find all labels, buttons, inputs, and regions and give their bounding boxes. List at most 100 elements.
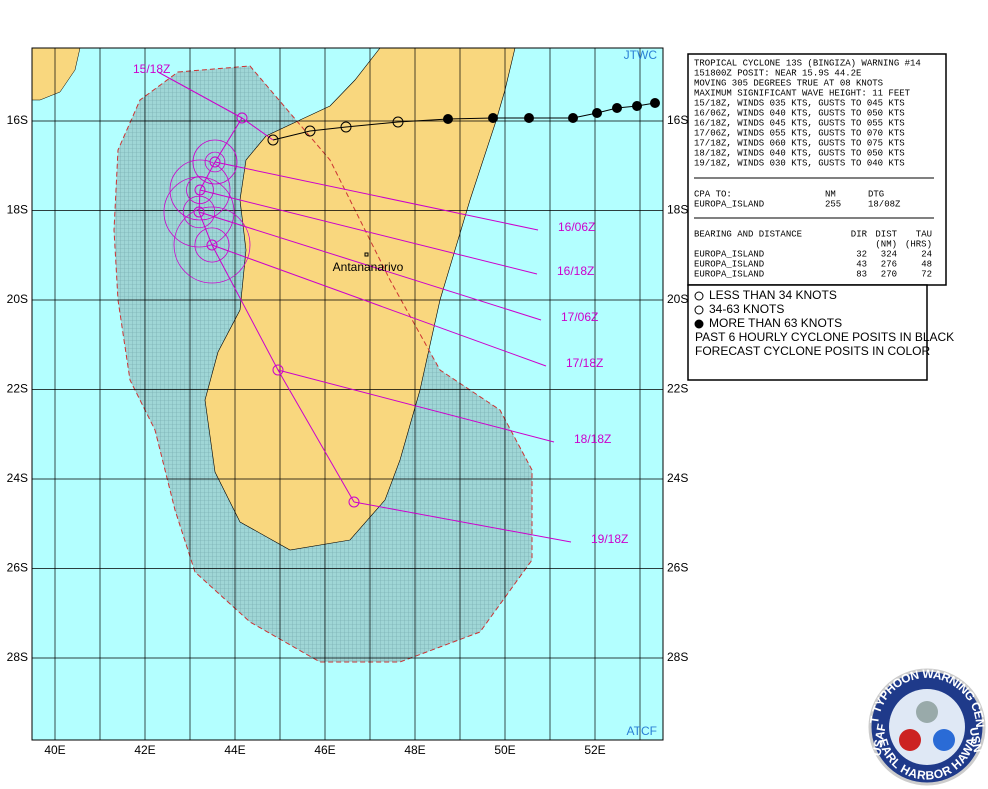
- lat-label: 24S: [667, 471, 688, 485]
- bearing-cell: EUROPA_ISLAND: [694, 269, 764, 279]
- lon-label: 52E: [584, 743, 605, 757]
- seal-emblem: [933, 729, 955, 751]
- forecast-track: [198, 117, 355, 503]
- legend-symbol: [694, 319, 704, 329]
- lat-label: 26S: [7, 561, 28, 575]
- forecast-posit: [272, 364, 284, 376]
- past-posit: [340, 121, 352, 133]
- bearing-cell: 48: [921, 259, 932, 269]
- agency-label: JTWC: [624, 48, 658, 62]
- warning-line: 15/18Z, WINDS 035 KTS, GUSTS TO 045 KTS: [694, 98, 905, 108]
- wind-radius: [194, 227, 230, 263]
- city-label: Antananarivo: [333, 260, 404, 274]
- warning-line: TROPICAL CYCLONE 13S (BINGIZA) WARNING #…: [694, 58, 921, 68]
- map-frame: [31, 47, 664, 741]
- forecast-posit: [206, 239, 218, 251]
- bearing-cell: 270: [881, 269, 897, 279]
- bearing-header: DIST: [875, 229, 897, 239]
- warning-line: 16/18Z, WINDS 045 KTS, GUSTS TO 055 KTS: [694, 118, 905, 128]
- lat-label: 28S: [7, 650, 28, 664]
- bearing-unit: (NM): [875, 239, 897, 249]
- lat-label: 20S: [7, 292, 28, 306]
- lat-label: 16S: [7, 113, 28, 127]
- lon-label: 44E: [224, 743, 245, 757]
- bearing-cell: 72: [921, 269, 932, 279]
- legend-text: FORECAST CYCLONE POSITS IN COLOR: [695, 344, 930, 358]
- bearing-cell: 324: [881, 249, 897, 259]
- forecast-posit: [193, 206, 205, 218]
- seal-left-text: USAF: [869, 723, 888, 758]
- forecast-label: 17/06Z: [561, 310, 598, 324]
- legend-text: PAST 6 HOURLY CYCLONE POSITS IN BLACK: [695, 330, 954, 344]
- past-posit: [650, 98, 660, 108]
- past-posit: [632, 101, 642, 111]
- forecast-label: 19/18Z: [591, 532, 628, 546]
- legend-text: LESS THAN 34 KNOTS: [709, 288, 837, 302]
- forecast-label: 16/18Z: [557, 264, 594, 278]
- warning-line: MOVING 305 DEGREES TRUE AT 08 KNOTS: [694, 78, 883, 88]
- lat-label: 22S: [667, 382, 688, 396]
- lat-label: 20S: [667, 292, 688, 306]
- label-leader: [211, 244, 547, 367]
- past-posit: [392, 116, 404, 128]
- wind-radius: [186, 176, 214, 204]
- lat-label: 18S: [667, 203, 688, 217]
- swath-outline: [113, 65, 533, 663]
- past-posit: [488, 113, 498, 123]
- cpa-cell: 18/08Z: [868, 199, 901, 209]
- past-posit: [568, 113, 578, 123]
- forecast-label: 17/18Z: [566, 356, 603, 370]
- bearing-cell: EUROPA_ISLAND: [694, 259, 764, 269]
- wind-radius: [173, 206, 251, 284]
- bearing-cell: 276: [881, 259, 897, 269]
- forecast-posit: [348, 496, 360, 508]
- cpa-cell: 255: [825, 199, 841, 209]
- legend-symbol: [694, 291, 704, 301]
- lat-label: 16S: [667, 113, 688, 127]
- bearing-cell: EUROPA_ISLAND: [694, 249, 764, 259]
- cpa-cell: EUROPA_ISLAND: [694, 199, 764, 209]
- past-posit: [612, 103, 622, 113]
- wind-radius: [204, 151, 226, 173]
- warning-line: 16/06Z, WINDS 040 KTS, GUSTS TO 050 KTS: [694, 108, 905, 118]
- africa: [32, 48, 81, 101]
- cpa-header: NM: [825, 189, 836, 199]
- bearing-cell: 83: [856, 269, 867, 279]
- seal-right-text: USN: [967, 726, 985, 753]
- bearing-cell: 24: [921, 249, 932, 259]
- past-posit: [304, 125, 316, 137]
- warning-line: 17/06Z, WINDS 055 KTS, GUSTS TO 070 KTS: [694, 128, 905, 138]
- past-posit: [524, 113, 534, 123]
- wind-radius: [182, 195, 216, 229]
- wind-radius: [163, 176, 235, 248]
- past-posit: [592, 108, 602, 118]
- bearing-header: BEARING AND DISTANCE: [694, 229, 802, 239]
- label-leader: [214, 161, 539, 231]
- bearing-header: DIR: [851, 229, 868, 239]
- warning-line: 19/18Z, WINDS 030 KTS, GUSTS TO 040 KTS: [694, 158, 905, 168]
- lon-label: 42E: [134, 743, 155, 757]
- cpa-header: DTG: [868, 189, 884, 199]
- lat-label: 22S: [7, 382, 28, 396]
- warning-line: 18/18Z, WINDS 040 KTS, GUSTS TO 050 KTS: [694, 148, 905, 158]
- seal-inner: [889, 689, 965, 765]
- bearing-cell: 32: [856, 249, 867, 259]
- legend-symbol: [694, 305, 704, 315]
- label-leader: [277, 369, 555, 443]
- label-leader: [353, 501, 572, 543]
- forecast-posit: [194, 184, 206, 196]
- warning-line: 17/18Z, WINDS 060 KTS, GUSTS TO 075 KTS: [694, 138, 905, 148]
- city-marker: [364, 252, 369, 257]
- bearing-unit: (HRS): [905, 239, 932, 249]
- lat-label: 28S: [667, 650, 688, 664]
- forecast-label: 16/06Z: [558, 220, 595, 234]
- bearing-header: TAU: [916, 229, 932, 239]
- forecast-label: 18/18Z: [574, 432, 611, 446]
- wind-radius: [169, 159, 231, 221]
- label-leader: [199, 189, 538, 275]
- lon-label: 46E: [314, 743, 335, 757]
- legend-text: 34-63 KNOTS: [709, 302, 784, 316]
- label-leader: [198, 211, 542, 321]
